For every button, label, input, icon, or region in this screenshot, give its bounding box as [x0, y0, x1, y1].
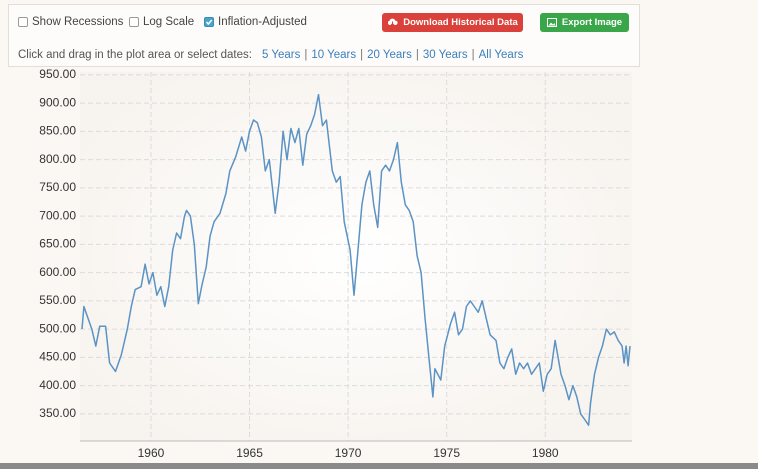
range-link[interactable]: All Years	[478, 49, 524, 61]
control-panel: Show Recessions Log Scale Inflation-Adju…	[8, 4, 640, 67]
y-tick-label: 800.00	[39, 152, 76, 166]
checkbox[interactable]	[18, 17, 28, 27]
y-tick-label: 350.00	[39, 406, 76, 420]
checkbox[interactable]	[204, 17, 214, 27]
button-label: Download Historical Data	[403, 17, 518, 28]
download-button[interactable]: Download Historical Data	[382, 13, 523, 32]
separator: |	[415, 49, 419, 61]
export-button[interactable]: Export Image	[540, 13, 629, 32]
x-tick-label: 1980	[532, 446, 559, 460]
range-link[interactable]: 30 Years	[422, 49, 468, 61]
x-tick-label: 1970	[335, 446, 362, 460]
checkbox-inflation[interactable]: Inflation-Adjusted	[204, 16, 307, 28]
range-link[interactable]: 10 Years	[311, 49, 357, 61]
y-tick-label: 650.00	[39, 237, 76, 251]
separator: |	[471, 49, 475, 61]
checkbox-label: Log Scale	[143, 16, 195, 28]
y-tick-label: 950.00	[39, 67, 76, 81]
y-tick-label: 550.00	[39, 293, 76, 307]
date-range-row: Click and drag in the plot area or selec…	[18, 49, 527, 61]
range-link[interactable]: 5 Years	[261, 49, 301, 61]
check-icon	[205, 19, 213, 26]
download-icon	[388, 18, 398, 27]
range-links: 5 Years | 10 Years | 20 Years | 30 Years | All Y…	[258, 49, 527, 61]
checkbox-label: Inflation-Adjusted	[218, 16, 307, 28]
separator: |	[360, 49, 364, 61]
checkbox-label: Show Recessions	[32, 16, 124, 28]
range-link[interactable]: 20 Years	[367, 49, 412, 61]
y-tick-label: 450.00	[39, 350, 76, 364]
y-tick-label: 900.00	[39, 95, 76, 109]
button-label: Export Image	[561, 17, 623, 28]
image-icon	[546, 18, 557, 27]
range-prompt: Click and drag in the plot area or selec…	[18, 49, 252, 61]
x-tick-label: 1975	[433, 446, 460, 460]
checkbox-recessions[interactable]: Show Recessions	[18, 16, 123, 28]
y-tick-label: 500.00	[39, 321, 76, 335]
x-tick-label: 1960	[138, 446, 165, 460]
y-tick-label: 600.00	[39, 265, 76, 279]
y-tick-label: 750.00	[39, 180, 76, 194]
x-tick-label: 1965	[236, 446, 263, 460]
separator: |	[304, 49, 308, 61]
y-tick-label: 700.00	[39, 208, 76, 222]
y-tick-label: 400.00	[39, 378, 76, 392]
checkbox-log[interactable]: Log Scale	[129, 16, 194, 28]
y-tick-label: 850.00	[39, 124, 76, 138]
checkbox[interactable]	[129, 17, 139, 27]
data-line	[81, 93, 631, 426]
scrollbar	[0, 463, 758, 469]
